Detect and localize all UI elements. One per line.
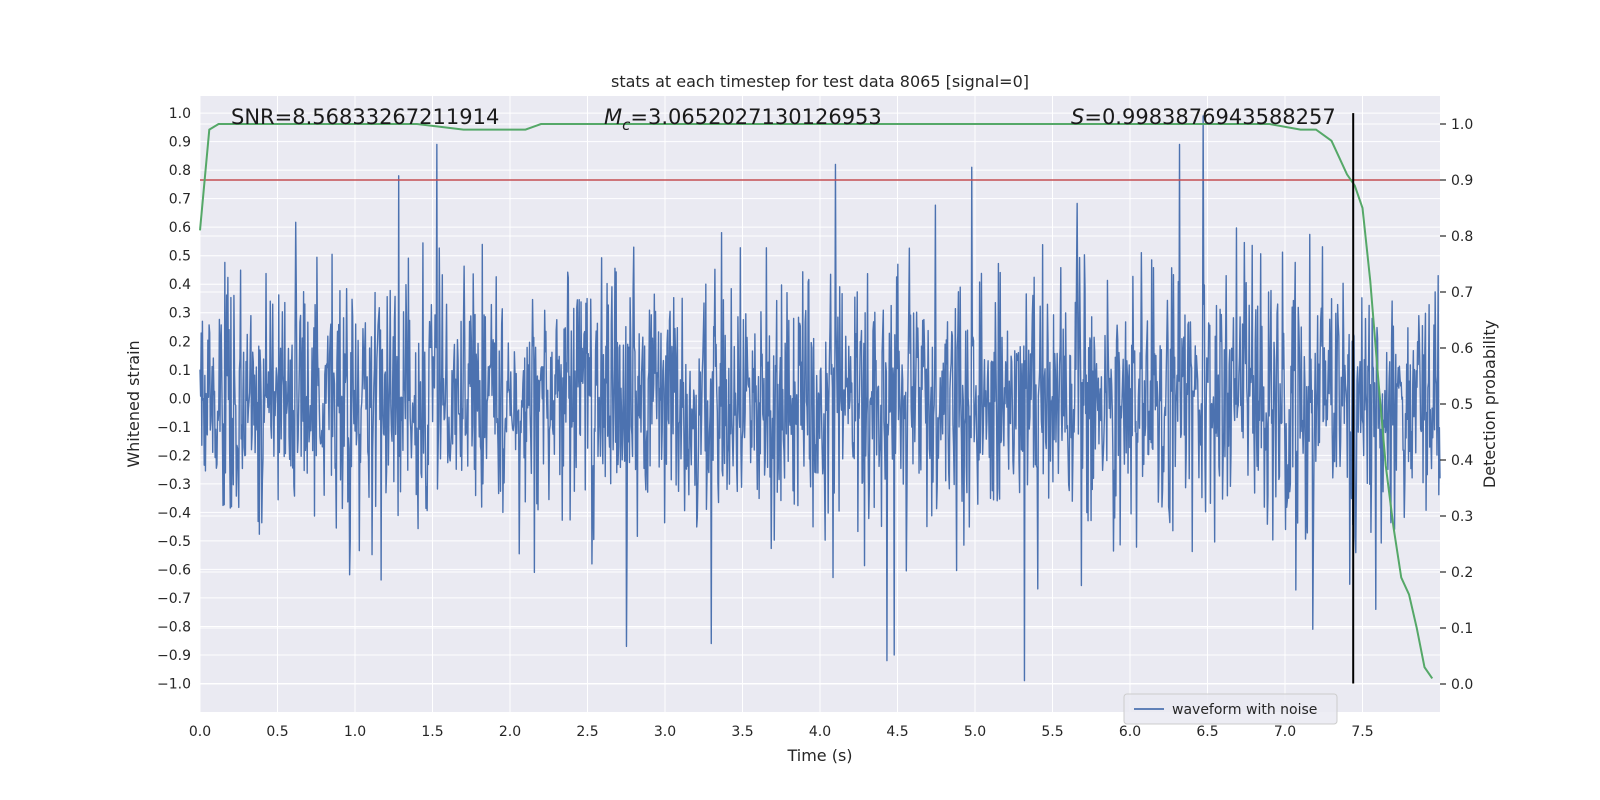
score-value: =0.9983876943588257 (1084, 105, 1335, 129)
y2-tick-label: 1.0 (1451, 117, 1473, 133)
legend-box (1123, 693, 1338, 725)
x-axis-ticks: 0.0 0.5 1.0 1.5 2.0 2.5 3.0 3.5 4.0 4.5 5.0 5.5 6.0 6… (189, 724, 1374, 740)
y-tick-label: −0.4 (157, 505, 191, 521)
score-symbol: S (1071, 105, 1084, 129)
y-tick-label: −0.6 (157, 562, 191, 578)
y-tick-label: 0.1 (169, 363, 191, 379)
y-axis-ticks: 1.0 0.9 0.8 0.7 0.6 0.5 0.4 0.3 0.2 0.1 0.0 −0.1 −0.… (157, 106, 191, 692)
x-tick-label: 2.0 (499, 724, 521, 740)
y2-tick-label: 0.6 (1451, 341, 1473, 357)
y-tick-label: 0.6 (169, 220, 191, 236)
y-tick-label: −1.0 (157, 676, 191, 692)
y2-axis-label: Detection probability (1480, 320, 1499, 488)
x-tick-label: 5.5 (1041, 724, 1063, 740)
x-tick-label: 3.5 (731, 724, 753, 740)
chirp-mass-subscript: c (622, 116, 631, 134)
y-tick-label: 0.9 (169, 135, 191, 151)
y2-tick-label: 0.9 (1451, 173, 1473, 189)
x-tick-label: 7.5 (1351, 724, 1373, 740)
y-tick-label: −0.5 (157, 534, 191, 550)
x-tick-label: 7.0 (1274, 724, 1296, 740)
y2-tick-label: 0.1 (1451, 621, 1473, 637)
x-tick-label: 6.5 (1196, 724, 1218, 740)
snr-annotation: SNR=8.56833267211914 (231, 105, 499, 129)
x-tick-label: 6.0 (1119, 724, 1141, 740)
y-tick-label: −0.9 (157, 648, 191, 664)
x-tick-label: 4.5 (886, 724, 908, 740)
y2-tick-label: 0.2 (1451, 565, 1473, 581)
grid-lines (199, 96, 1440, 712)
x-tick-label: 1.5 (421, 724, 443, 740)
y-tick-label: 0.0 (169, 391, 191, 407)
chart-title: stats at each timestep for test data 806… (611, 72, 1029, 91)
y-tick-label: −0.3 (157, 477, 191, 493)
chirp-mass-annotation: Mc=3.0652027130126953 (604, 105, 882, 134)
y-tick-label: 0.3 (169, 306, 191, 322)
y-axis-label: Whitened strain (124, 340, 143, 467)
x-tick-label: 4.0 (809, 724, 831, 740)
waveform-line (199, 115, 1441, 682)
x-tick-label: 3.0 (654, 724, 676, 740)
x-tick-label: 2.5 (576, 724, 598, 740)
legend: waveform with noise (1123, 693, 1338, 725)
x-tick-label: 5.0 (964, 724, 986, 740)
y-tick-label: 0.7 (169, 192, 191, 208)
y-tick-label: −0.8 (157, 619, 191, 635)
x-axis-label: Time (s) (786, 746, 852, 765)
y2-tick-label: 0.0 (1451, 677, 1473, 693)
y2-tick-label: 0.4 (1451, 453, 1473, 469)
chirp-mass-symbol: M (604, 105, 622, 129)
chirp-mass-value: =3.0652027130126953 (630, 105, 881, 129)
detection-probability-line (199, 123, 1434, 679)
y2-tick-label: 0.7 (1451, 285, 1473, 301)
y2-tick-label: 0.5 (1451, 397, 1473, 413)
overlay-lines (199, 113, 1440, 684)
y-tick-label: −0.2 (157, 448, 191, 464)
legend-label-waveform: waveform with noise (1172, 702, 1317, 718)
y-tick-label: −0.7 (157, 591, 191, 607)
x-tick-label: 1.0 (344, 724, 366, 740)
y-tick-label: 0.2 (169, 334, 191, 350)
y-tick-label: 1.0 (169, 106, 191, 122)
y-tick-label: 0.4 (169, 277, 191, 293)
y-tick-label: 0.5 (169, 249, 191, 265)
score-annotation: S=0.9983876943588257 (1071, 105, 1336, 129)
y-tick-label: 0.8 (169, 163, 191, 179)
y2-tick-label: 0.8 (1451, 229, 1473, 245)
x-tick-label: 0.5 (266, 724, 288, 740)
y2-axis-ticks: 1.0 0.9 0.8 0.7 0.6 0.5 0.4 0.3 0.2 0.1 0.0 (1440, 117, 1473, 693)
y2-tick-label: 0.3 (1451, 509, 1473, 525)
y-tick-label: −0.1 (157, 420, 191, 436)
x-tick-label: 0.0 (189, 724, 211, 740)
waveform-with-noise-series (199, 115, 1441, 682)
